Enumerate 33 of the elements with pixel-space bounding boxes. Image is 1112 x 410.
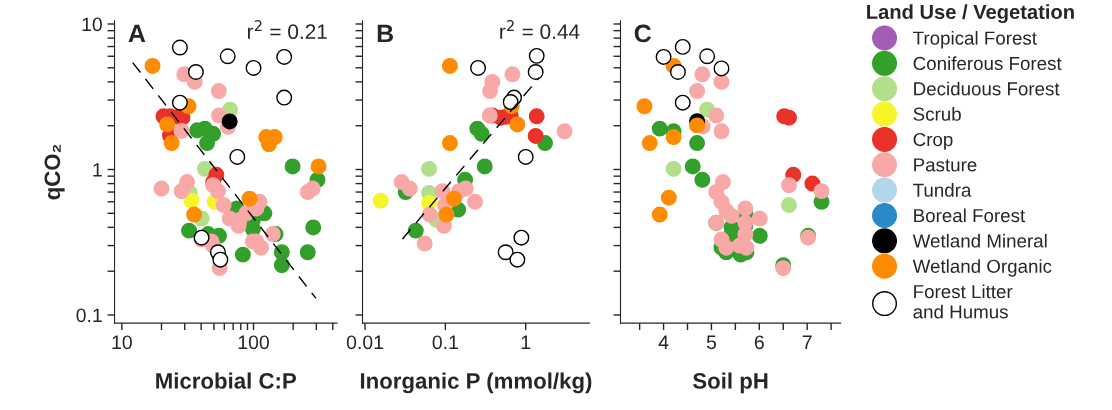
legend-label: Pasture bbox=[914, 158, 977, 172]
annotation: r$^{2}$ = 0.21 bbox=[247, 20, 327, 40]
x-tick-label: 1 bbox=[521, 335, 531, 349]
legend-label: Deciduous Forest bbox=[914, 81, 1060, 96]
x-axis-title: Soil pH bbox=[692, 372, 768, 394]
y-tick-label: 0.1 bbox=[76, 308, 102, 323]
legend-label: Coniferous Forest bbox=[913, 56, 1062, 71]
legend-label: Tropical Forest bbox=[913, 30, 1037, 49]
x-tick-label: 5 bbox=[706, 335, 717, 350]
legend-label: Boreal Forest bbox=[914, 208, 1026, 223]
legend-title: Land Use / Vegetation bbox=[867, 4, 1074, 24]
annotation: B bbox=[377, 24, 394, 43]
annotation: r$^{2}$ = 0.44 bbox=[500, 20, 580, 40]
legend-label: Tundra bbox=[913, 183, 972, 197]
x-axis-title: Microbial C:P bbox=[156, 372, 296, 389]
x-tick-label: 7 bbox=[802, 335, 812, 349]
legend-label: Crop bbox=[913, 132, 953, 150]
x-tick-label: 100 bbox=[238, 335, 269, 350]
annotation: C bbox=[634, 24, 652, 43]
x-tick-label: 4 bbox=[658, 335, 669, 349]
y-axis-title: qCO₂ bbox=[44, 144, 65, 200]
legend-label: Forest Litter and Humus bbox=[913, 284, 1013, 319]
legend-label: Wetland Mineral bbox=[912, 233, 1047, 248]
legend-label: Wetland Organic bbox=[912, 259, 1052, 277]
x-tick-label: 0.01 bbox=[346, 335, 384, 350]
annotation: A bbox=[128, 24, 146, 43]
x-tick-label: 6 bbox=[754, 335, 764, 350]
legend-label: Scrub bbox=[913, 107, 961, 121]
x-tick-label: 0.1 bbox=[432, 335, 458, 350]
x-axis-title: Inorganic P (mmol/kg) bbox=[360, 372, 592, 394]
x-tick-label: 10 bbox=[112, 335, 132, 350]
y-tick-label: 10 bbox=[82, 17, 102, 32]
y-tick-label: 1 bbox=[93, 163, 102, 177]
